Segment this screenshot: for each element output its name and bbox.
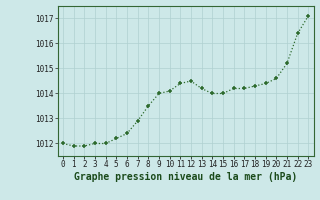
X-axis label: Graphe pression niveau de la mer (hPa): Graphe pression niveau de la mer (hPa) xyxy=(74,172,297,182)
